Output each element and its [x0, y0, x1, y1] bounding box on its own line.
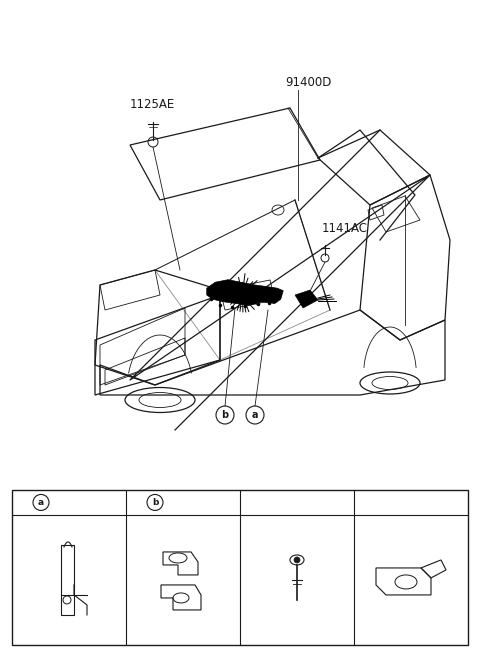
Text: 91931S: 91931S	[390, 497, 432, 508]
Polygon shape	[295, 290, 318, 308]
Text: a: a	[252, 410, 258, 420]
Polygon shape	[207, 280, 283, 305]
Text: 1125DA: 1125DA	[275, 497, 319, 508]
Text: 1141AC: 1141AC	[322, 221, 368, 234]
Text: a: a	[38, 498, 44, 507]
Text: b: b	[152, 498, 158, 507]
Circle shape	[294, 557, 300, 563]
Text: 91931E: 91931E	[167, 497, 209, 508]
Text: 1125AE: 1125AE	[130, 98, 175, 111]
Text: 91931D: 91931D	[52, 497, 96, 508]
Text: b: b	[221, 410, 228, 420]
Text: 91400D: 91400D	[285, 75, 331, 88]
Bar	[12, 490, 468, 645]
